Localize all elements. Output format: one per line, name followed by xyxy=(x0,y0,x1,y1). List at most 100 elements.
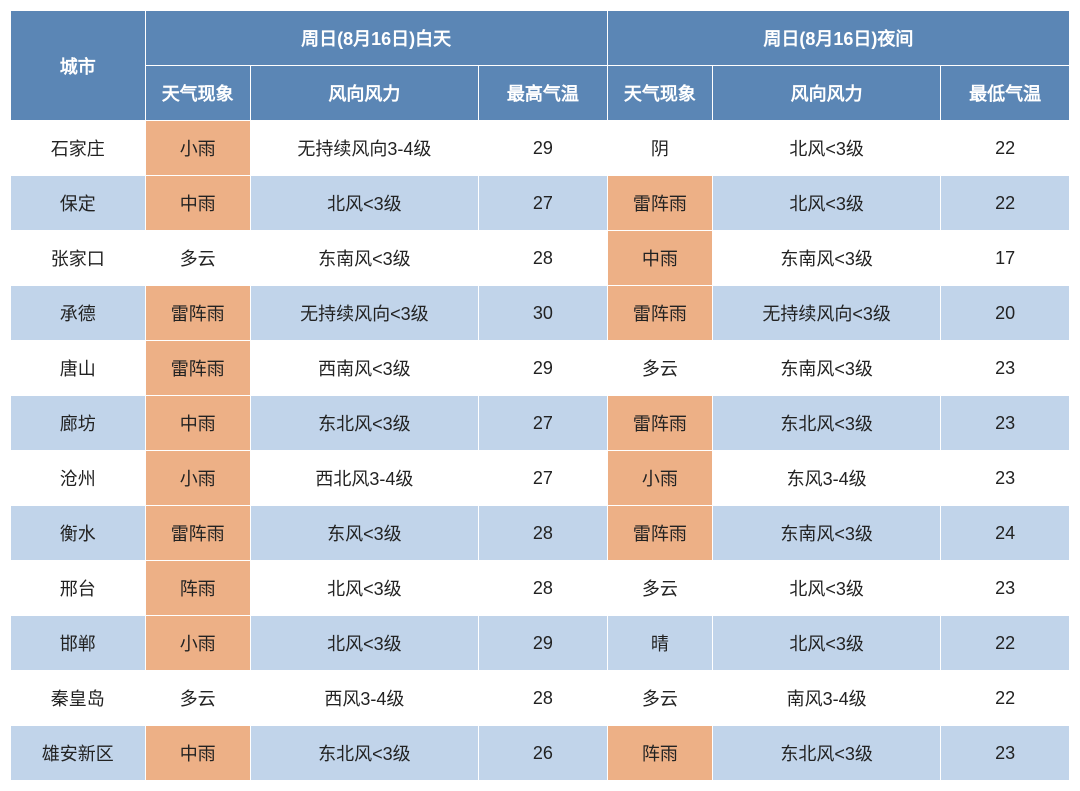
cell-city: 雄安新区 xyxy=(11,726,146,781)
cell-day-wind: 西北风3-4级 xyxy=(250,451,478,506)
cell-night-low: 23 xyxy=(941,726,1070,781)
header-city: 城市 xyxy=(11,11,146,121)
cell-night-low: 23 xyxy=(941,451,1070,506)
cell-night-wind: 北风<3级 xyxy=(713,121,941,176)
cell-day-wind: 东风<3级 xyxy=(250,506,478,561)
cell-day-wind: 东北风<3级 xyxy=(250,396,478,451)
cell-day-high: 28 xyxy=(479,506,608,561)
cell-night-wind: 东南风<3级 xyxy=(713,231,941,286)
cell-night-low: 24 xyxy=(941,506,1070,561)
cell-city: 承德 xyxy=(11,286,146,341)
table-row: 石家庄小雨无持续风向3-4级29阴北风<3级22 xyxy=(11,121,1070,176)
cell-day-weather: 小雨 xyxy=(145,451,250,506)
cell-city: 沧州 xyxy=(11,451,146,506)
cell-day-weather: 雷阵雨 xyxy=(145,286,250,341)
cell-night-weather: 中雨 xyxy=(607,231,712,286)
cell-night-weather: 雷阵雨 xyxy=(607,176,712,231)
cell-night-low: 23 xyxy=(941,561,1070,616)
table-row: 衡水雷阵雨东风<3级28雷阵雨东南风<3级24 xyxy=(11,506,1070,561)
cell-day-wind: 东北风<3级 xyxy=(250,726,478,781)
cell-city: 保定 xyxy=(11,176,146,231)
cell-night-wind: 东南风<3级 xyxy=(713,341,941,396)
cell-night-wind: 北风<3级 xyxy=(713,176,941,231)
cell-day-wind: 西南风<3级 xyxy=(250,341,478,396)
table-row: 保定中雨北风<3级27雷阵雨北风<3级22 xyxy=(11,176,1070,231)
cell-day-wind: 北风<3级 xyxy=(250,616,478,671)
cell-day-weather: 多云 xyxy=(145,671,250,726)
cell-night-low: 23 xyxy=(941,396,1070,451)
cell-night-wind: 东北风<3级 xyxy=(713,396,941,451)
cell-night-low: 22 xyxy=(941,616,1070,671)
header-night-weather: 天气现象 xyxy=(607,66,712,121)
cell-night-weather: 阴 xyxy=(607,121,712,176)
cell-night-wind: 北风<3级 xyxy=(713,616,941,671)
cell-night-low: 20 xyxy=(941,286,1070,341)
cell-day-high: 29 xyxy=(479,616,608,671)
cell-city: 邯郸 xyxy=(11,616,146,671)
table-row: 张家口多云东南风<3级28中雨东南风<3级17 xyxy=(11,231,1070,286)
cell-day-weather: 雷阵雨 xyxy=(145,341,250,396)
table-row: 沧州小雨西北风3-4级27小雨东风3-4级23 xyxy=(11,451,1070,506)
cell-day-high: 30 xyxy=(479,286,608,341)
cell-day-wind: 北风<3级 xyxy=(250,561,478,616)
cell-city: 衡水 xyxy=(11,506,146,561)
cell-day-weather: 小雨 xyxy=(145,121,250,176)
cell-city: 秦皇岛 xyxy=(11,671,146,726)
cell-night-low: 17 xyxy=(941,231,1070,286)
cell-day-weather: 小雨 xyxy=(145,616,250,671)
cell-night-wind: 东南风<3级 xyxy=(713,506,941,561)
cell-day-high: 27 xyxy=(479,396,608,451)
cell-day-wind: 北风<3级 xyxy=(250,176,478,231)
header-day-high: 最高气温 xyxy=(479,66,608,121)
cell-night-low: 22 xyxy=(941,121,1070,176)
cell-night-weather: 多云 xyxy=(607,671,712,726)
cell-day-high: 29 xyxy=(479,121,608,176)
cell-day-high: 28 xyxy=(479,671,608,726)
cell-night-wind: 东北风<3级 xyxy=(713,726,941,781)
header-night-group: 周日(8月16日)夜间 xyxy=(607,11,1069,66)
cell-day-wind: 东南风<3级 xyxy=(250,231,478,286)
cell-night-weather: 多云 xyxy=(607,341,712,396)
cell-city: 廊坊 xyxy=(11,396,146,451)
cell-day-high: 28 xyxy=(479,561,608,616)
table-row: 邢台阵雨北风<3级28多云北风<3级23 xyxy=(11,561,1070,616)
cell-day-wind: 无持续风向3-4级 xyxy=(250,121,478,176)
table-row: 廊坊中雨东北风<3级27雷阵雨东北风<3级23 xyxy=(11,396,1070,451)
cell-city: 张家口 xyxy=(11,231,146,286)
cell-day-weather: 多云 xyxy=(145,231,250,286)
table-row: 邯郸小雨北风<3级29晴北风<3级22 xyxy=(11,616,1070,671)
header-night-wind: 风向风力 xyxy=(713,66,941,121)
cell-day-wind: 无持续风向<3级 xyxy=(250,286,478,341)
cell-day-high: 27 xyxy=(479,451,608,506)
table-header: 城市 周日(8月16日)白天 周日(8月16日)夜间 天气现象 风向风力 最高气… xyxy=(11,11,1070,121)
cell-night-weather: 雷阵雨 xyxy=(607,286,712,341)
table-body: 石家庄小雨无持续风向3-4级29阴北风<3级22保定中雨北风<3级27雷阵雨北风… xyxy=(11,121,1070,781)
cell-night-weather: 多云 xyxy=(607,561,712,616)
cell-night-wind: 北风<3级 xyxy=(713,561,941,616)
cell-night-wind: 东风3-4级 xyxy=(713,451,941,506)
header-day-group: 周日(8月16日)白天 xyxy=(145,11,607,66)
cell-night-low: 23 xyxy=(941,341,1070,396)
table-row: 秦皇岛多云西风3-4级28多云南风3-4级22 xyxy=(11,671,1070,726)
cell-night-wind: 无持续风向<3级 xyxy=(713,286,941,341)
cell-day-weather: 雷阵雨 xyxy=(145,506,250,561)
table-row: 雄安新区中雨东北风<3级26阵雨东北风<3级23 xyxy=(11,726,1070,781)
cell-night-weather: 阵雨 xyxy=(607,726,712,781)
cell-day-weather: 阵雨 xyxy=(145,561,250,616)
header-day-weather: 天气现象 xyxy=(145,66,250,121)
cell-day-weather: 中雨 xyxy=(145,726,250,781)
cell-city: 石家庄 xyxy=(11,121,146,176)
cell-night-low: 22 xyxy=(941,671,1070,726)
cell-day-high: 29 xyxy=(479,341,608,396)
table-row: 承德雷阵雨无持续风向<3级30雷阵雨无持续风向<3级20 xyxy=(11,286,1070,341)
cell-night-low: 22 xyxy=(941,176,1070,231)
weather-table: 城市 周日(8月16日)白天 周日(8月16日)夜间 天气现象 风向风力 最高气… xyxy=(10,10,1070,781)
table-row: 唐山雷阵雨西南风<3级29多云东南风<3级23 xyxy=(11,341,1070,396)
cell-night-weather: 雷阵雨 xyxy=(607,396,712,451)
header-day-wind: 风向风力 xyxy=(250,66,478,121)
cell-day-high: 26 xyxy=(479,726,608,781)
cell-day-weather: 中雨 xyxy=(145,176,250,231)
cell-night-wind: 南风3-4级 xyxy=(713,671,941,726)
cell-night-weather: 晴 xyxy=(607,616,712,671)
cell-day-weather: 中雨 xyxy=(145,396,250,451)
